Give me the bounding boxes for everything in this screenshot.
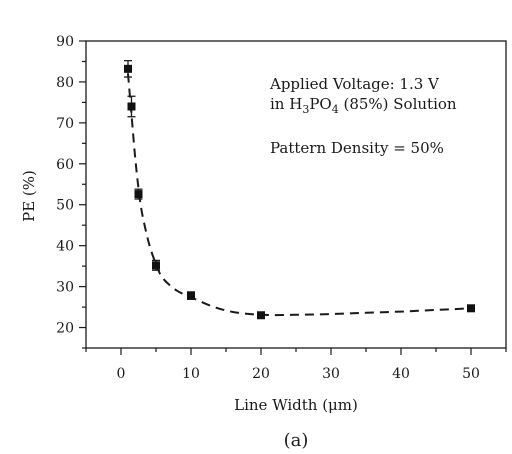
y-tick-label: 40 [56,239,74,255]
data-point [187,291,195,300]
data-point [134,190,143,199]
y-tick-label: 20 [56,321,74,337]
y-axis-ticks: 20 30 40 50 60 70 80 90 [56,34,86,349]
x-axis-title: Line Width (μm) [234,396,358,414]
y-tick-label: 80 [56,75,74,91]
y-tick-label: 70 [56,116,74,132]
data-point [467,304,475,313]
y-tick-label: 50 [56,198,74,214]
annotation-solution-mid: PO [309,95,331,113]
y-tick-label: 90 [56,34,74,50]
annotation-solution-suffix: (85%) Solution [339,95,457,113]
y-axis-title: PE (%) [20,170,38,222]
data-point [124,64,132,73]
figure-caption: (a) [284,430,309,451]
annotation-density: Pattern Density = 50% [270,139,444,157]
data-point [152,261,160,270]
data-point [257,311,265,320]
x-tick-label: 40 [392,366,410,382]
x-tick-label: 30 [322,366,340,382]
annotation-solution-prefix: in H [270,95,302,113]
annotation-solution: in H3PO4 (85%) Solution [270,95,457,116]
y-tick-label: 30 [56,280,74,296]
data-point [127,102,136,111]
x-tick-label: 50 [462,366,480,382]
data-points [124,64,475,320]
x-tick-label: 20 [252,366,270,382]
x-tick-label: 0 [117,366,126,382]
annotation-voltage: Applied Voltage: 1.3 V [269,75,440,93]
y-tick-label: 60 [56,157,74,173]
plot-area: 0 10 20 30 40 50 20 30 40 50 60 70 80 90 [56,34,507,382]
annotation-block: Applied Voltage: 1.3 V in H3PO4 (85%) So… [269,75,457,157]
x-tick-label: 10 [182,366,200,382]
annotation-solution-sub1: 3 [302,103,309,116]
x-axis-ticks: 0 10 20 30 40 50 [85,348,507,382]
annotation-solution-sub2: 4 [332,103,339,116]
